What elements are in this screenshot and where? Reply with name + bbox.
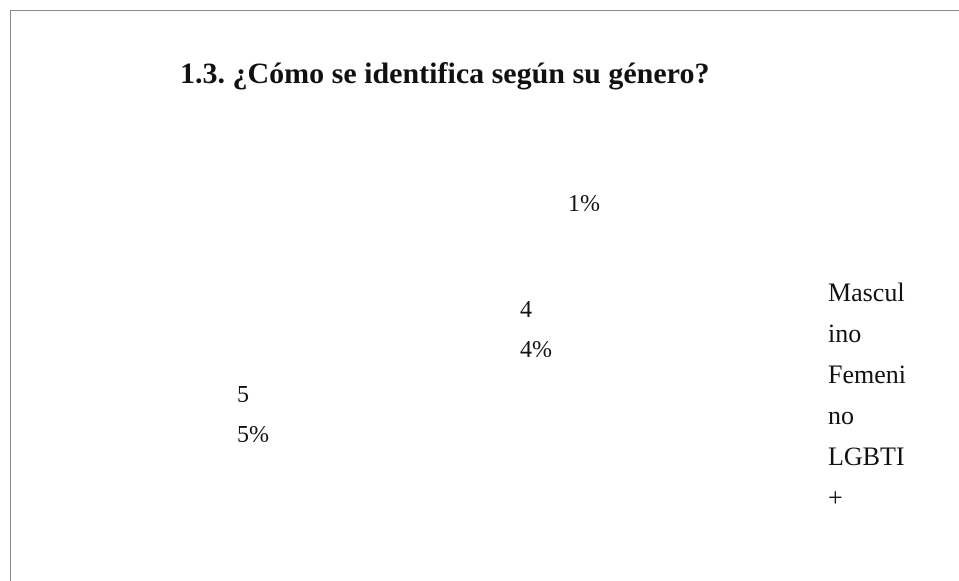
percent-label: 1%	[568, 191, 600, 217]
legend-entry: LGBTI+	[828, 442, 905, 512]
legend-entry: Masculino	[828, 278, 905, 348]
percent-label: 55%	[237, 382, 269, 448]
percent-label: 44%	[520, 297, 552, 363]
legend-entry: Femenino	[828, 360, 906, 430]
frame-border	[10, 10, 11, 581]
question-title: 1.3. ¿Cómo se identifica según su género…	[180, 57, 710, 90]
frame-border	[10, 10, 959, 11]
legend: Masculino Femenino LGBTI+	[828, 272, 908, 518]
